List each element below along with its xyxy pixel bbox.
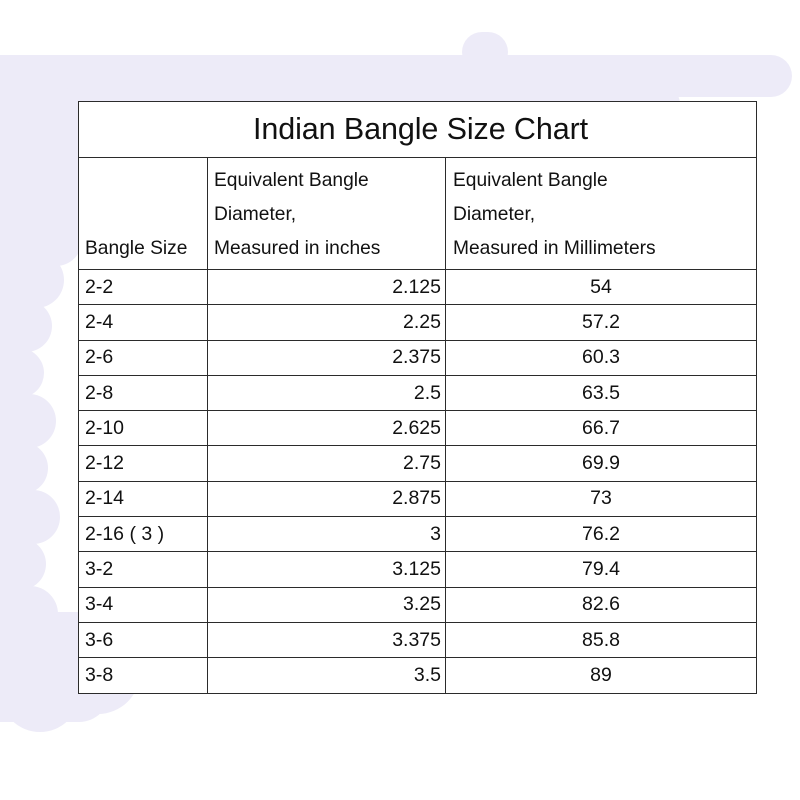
bangle-size-table: Indian Bangle Size Chart Bangle Size Equ… [77, 101, 758, 694]
cell-bangle-size: 2-10 [78, 410, 208, 447]
cell-bangle-size: 2-4 [78, 304, 208, 341]
table-row: 3-4 3.25 82.6 [78, 586, 758, 623]
table-row: 3-8 3.5 89 [78, 657, 758, 694]
cell-inches: 3 [207, 516, 446, 553]
table-header-row: Bangle Size Equivalent Bangle Diameter, … [78, 157, 758, 270]
size-chart-container: Indian Bangle Size Chart Bangle Size Equ… [77, 101, 758, 694]
cell-inches: 3.375 [207, 621, 446, 659]
cell-bangle-size: 3-8 [78, 657, 208, 694]
table-row: 2-14 2.875 73 [78, 480, 758, 518]
cell-millimeters: 57.2 [444, 304, 758, 341]
cell-millimeters: 54 [444, 268, 758, 306]
header-line: Diameter, [453, 204, 536, 225]
cell-millimeters: 60.3 [444, 339, 758, 376]
header-line: Measured in Millimeters [453, 238, 656, 259]
cell-bangle-size: 2-12 [78, 445, 208, 482]
header-line: Measured in inches [214, 238, 381, 259]
table-row: 2-6 2.375 60.3 [78, 339, 758, 376]
header-line: Equivalent Bangle [453, 170, 608, 191]
cell-millimeters: 79.4 [444, 551, 758, 588]
table-row: 2-12 2.75 69.9 [78, 445, 758, 482]
table-row: 2-8 2.5 63.5 [78, 374, 758, 412]
cell-inches: 2.375 [207, 339, 446, 376]
column-header-bangle-size: Bangle Size [78, 157, 208, 270]
table-title-row: Indian Bangle Size Chart [77, 101, 758, 158]
cell-millimeters: 85.8 [444, 621, 758, 659]
table-row: 2-10 2.625 66.7 [78, 410, 758, 447]
cell-millimeters: 66.7 [444, 410, 758, 447]
cell-bangle-size: 2-6 [78, 339, 208, 376]
table-row: 2-16 ( 3 ) 3 76.2 [78, 516, 758, 553]
cell-bangle-size: 2-16 ( 3 ) [78, 516, 208, 553]
column-header-millimeters: Equivalent Bangle Diameter, Measured in … [444, 157, 758, 270]
cell-inches: 2.875 [207, 480, 446, 518]
cell-millimeters: 76.2 [444, 516, 758, 553]
cell-bangle-size: 3-6 [78, 621, 208, 659]
cell-millimeters: 89 [444, 657, 758, 694]
cell-inches: 2.25 [207, 304, 446, 341]
header-line: Diameter, [214, 204, 297, 225]
cell-inches: 2.625 [207, 410, 446, 447]
header-line: Bangle Size [85, 238, 188, 259]
table-row: 2-2 2.125 54 [78, 268, 758, 306]
cell-bangle-size: 2-14 [78, 480, 208, 518]
cell-inches: 3.25 [207, 586, 446, 623]
cell-inches: 3.5 [207, 657, 446, 694]
table-row: 2-4 2.25 57.2 [78, 304, 758, 341]
cell-millimeters: 73 [444, 480, 758, 518]
cell-millimeters: 69.9 [444, 445, 758, 482]
column-header-inches: Equivalent Bangle Diameter, Measured in … [207, 157, 446, 270]
page-title: Indian Bangle Size Chart [77, 101, 758, 158]
cell-bangle-size: 2-8 [78, 374, 208, 412]
cell-inches: 2.125 [207, 268, 446, 306]
cell-bangle-size: 2-2 [78, 268, 208, 306]
table-row: 3-6 3.375 85.8 [78, 621, 758, 659]
cell-inches: 2.75 [207, 445, 446, 482]
header-line: Equivalent Bangle [214, 170, 369, 191]
cell-millimeters: 63.5 [444, 374, 758, 412]
cell-inches: 2.5 [207, 374, 446, 412]
table-row: 3-2 3.125 79.4 [78, 551, 758, 588]
cell-millimeters: 82.6 [444, 586, 758, 623]
cell-bangle-size: 3-4 [78, 586, 208, 623]
cell-inches: 3.125 [207, 551, 446, 588]
cell-bangle-size: 3-2 [78, 551, 208, 588]
